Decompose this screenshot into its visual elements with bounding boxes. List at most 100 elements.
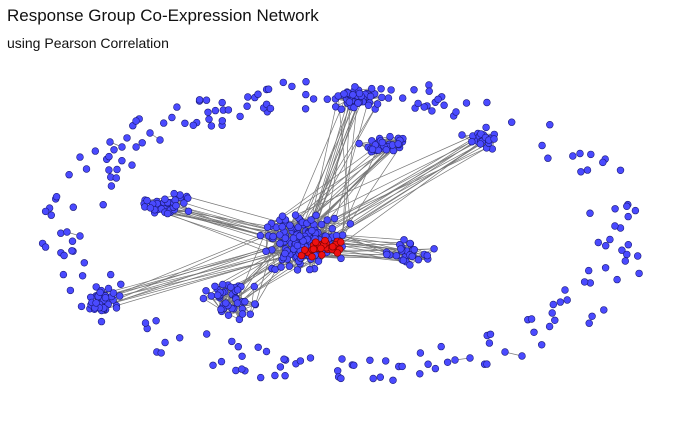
network-node xyxy=(238,352,246,360)
network-node xyxy=(306,354,315,362)
network-node xyxy=(451,356,459,364)
network-node xyxy=(397,245,405,253)
network-node xyxy=(285,262,294,270)
node-layer xyxy=(38,77,643,384)
network-node xyxy=(238,310,247,318)
network-node xyxy=(340,90,348,98)
network-node xyxy=(346,220,354,228)
highlighted-node xyxy=(329,243,337,251)
network-node xyxy=(276,363,285,371)
network-node xyxy=(232,366,240,375)
network-node xyxy=(264,85,273,93)
network-node xyxy=(96,288,104,296)
network-node xyxy=(366,92,375,101)
network-node xyxy=(233,286,242,294)
network-node xyxy=(621,257,629,265)
highlighted-node xyxy=(318,251,326,259)
network-node xyxy=(387,86,395,94)
network-node xyxy=(207,292,216,300)
network-node xyxy=(77,302,86,311)
network-node xyxy=(410,86,418,94)
network-node xyxy=(345,98,354,106)
network-node xyxy=(63,228,71,236)
network-node xyxy=(218,117,227,125)
network-node xyxy=(234,343,243,351)
network-edge xyxy=(290,92,349,228)
network-node xyxy=(205,115,213,123)
network-edge xyxy=(342,104,351,236)
network-node xyxy=(369,374,377,383)
network-node xyxy=(337,105,345,113)
network-node xyxy=(293,241,302,250)
network-edge xyxy=(318,141,481,262)
network-node xyxy=(163,209,172,218)
network-node xyxy=(577,168,585,176)
network-node xyxy=(537,341,546,349)
network-node xyxy=(92,299,100,307)
network-node xyxy=(563,296,571,304)
network-node xyxy=(334,367,342,375)
network-node xyxy=(76,232,84,240)
network-edge xyxy=(111,226,283,297)
network-node xyxy=(594,238,602,247)
highlighted-node xyxy=(333,249,342,257)
network-node xyxy=(78,272,87,280)
network-node xyxy=(69,203,78,211)
network-node xyxy=(527,315,536,323)
network-node xyxy=(92,283,100,291)
network-node xyxy=(328,225,336,233)
network-node xyxy=(580,278,589,286)
network-node xyxy=(238,365,246,373)
network-node xyxy=(623,250,631,259)
network-node xyxy=(587,150,595,159)
network-node xyxy=(52,193,61,201)
network-node xyxy=(161,338,169,347)
network-edge xyxy=(271,149,373,224)
network-node xyxy=(115,292,124,300)
network-node xyxy=(152,317,160,325)
network-node xyxy=(434,95,442,104)
network-node xyxy=(349,91,357,99)
network-node xyxy=(207,122,216,130)
network-edge xyxy=(267,149,387,228)
network-node xyxy=(618,246,626,254)
network-node xyxy=(281,234,289,242)
network-edge xyxy=(298,133,482,243)
network-node xyxy=(244,93,252,101)
network-node xyxy=(202,96,211,104)
network-node xyxy=(386,132,394,141)
network-node xyxy=(486,330,495,338)
network-node xyxy=(68,237,77,245)
network-edge xyxy=(295,99,353,244)
network-node xyxy=(222,299,230,307)
network-node xyxy=(483,98,491,107)
network-node xyxy=(416,349,425,357)
network-edge xyxy=(337,95,351,224)
network-node xyxy=(233,299,242,307)
network-node xyxy=(105,166,113,174)
network-node xyxy=(302,77,310,86)
network-node xyxy=(338,355,346,363)
network-node xyxy=(490,135,498,143)
network-node xyxy=(354,99,362,107)
highlighted-node xyxy=(308,253,316,261)
network-node xyxy=(530,328,538,336)
highlighted-node xyxy=(297,251,306,260)
network-node xyxy=(389,376,397,384)
network-node xyxy=(146,204,155,212)
network-node xyxy=(312,211,320,220)
network-node xyxy=(68,247,76,255)
network-node xyxy=(406,239,414,248)
network-node xyxy=(227,283,235,291)
network-node xyxy=(82,165,91,173)
network-node xyxy=(76,153,84,161)
network-node xyxy=(483,360,491,368)
network-edge xyxy=(295,135,473,216)
highlighted-node xyxy=(317,244,325,253)
network-node xyxy=(251,300,259,308)
network-node xyxy=(180,199,188,207)
network-node xyxy=(218,98,226,107)
network-node xyxy=(246,310,255,318)
chart-subtitle: using Pearson Correlation xyxy=(7,35,169,51)
